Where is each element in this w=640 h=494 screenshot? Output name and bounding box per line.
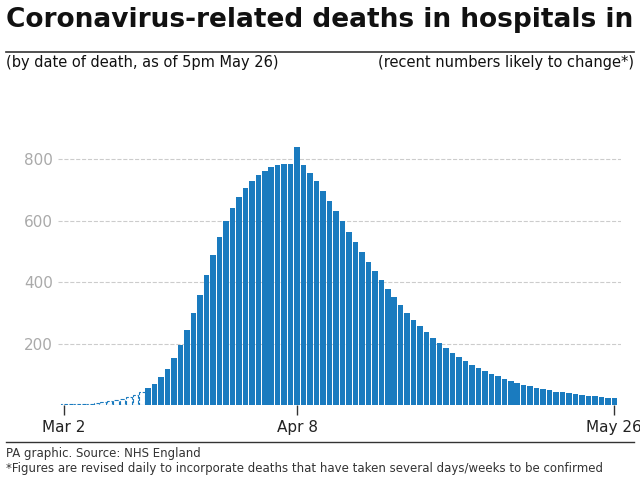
Bar <box>417 326 423 405</box>
Bar <box>430 338 436 405</box>
Bar <box>301 165 307 405</box>
Bar <box>333 211 339 405</box>
Bar <box>560 392 565 405</box>
Bar <box>353 242 358 405</box>
Bar <box>527 386 533 405</box>
Bar <box>172 358 177 405</box>
Bar <box>126 397 132 405</box>
Bar <box>392 297 397 405</box>
Bar <box>411 320 417 405</box>
Bar <box>223 221 228 405</box>
Bar <box>365 262 371 405</box>
Bar <box>100 402 106 405</box>
Bar <box>282 165 287 405</box>
Bar <box>404 313 410 405</box>
Bar <box>495 376 500 405</box>
Bar <box>152 383 157 405</box>
Bar <box>482 371 488 405</box>
Bar <box>385 289 390 405</box>
Bar <box>320 191 326 405</box>
Bar <box>521 385 527 405</box>
Text: (by date of death, as of 5pm May 26): (by date of death, as of 5pm May 26) <box>6 55 279 70</box>
Bar <box>165 369 170 405</box>
Bar <box>249 181 255 405</box>
Bar <box>275 165 280 405</box>
Bar <box>566 393 572 405</box>
Bar <box>515 383 520 405</box>
Bar <box>268 167 274 405</box>
Bar <box>372 271 378 405</box>
Bar <box>178 345 183 405</box>
Bar <box>456 357 461 405</box>
Bar <box>74 404 80 405</box>
Bar <box>340 221 345 405</box>
Bar <box>598 397 604 405</box>
Bar <box>488 374 494 405</box>
Bar <box>107 402 112 405</box>
Bar <box>378 280 384 405</box>
Bar <box>469 365 475 405</box>
Bar <box>294 147 300 405</box>
Bar <box>243 188 248 405</box>
Bar <box>191 314 196 405</box>
Bar <box>586 396 591 405</box>
Text: *Figures are revised daily to incorporate deaths that have taken several days/we: *Figures are revised daily to incorporat… <box>6 462 604 475</box>
Bar <box>424 332 429 405</box>
Bar <box>502 379 507 405</box>
Bar <box>450 353 455 405</box>
Bar <box>255 175 261 405</box>
Bar <box>573 394 578 405</box>
Bar <box>210 255 216 405</box>
Bar <box>197 295 203 405</box>
Text: Coronavirus-related deaths in hospitals in England: Coronavirus-related deaths in hospitals … <box>6 7 640 34</box>
Bar <box>612 398 617 405</box>
Bar <box>184 330 190 405</box>
Bar <box>463 361 468 405</box>
Bar <box>314 181 319 405</box>
Bar <box>61 404 67 405</box>
Bar <box>436 343 442 405</box>
Bar <box>554 392 559 405</box>
Bar <box>145 388 151 405</box>
Bar <box>592 397 598 405</box>
Bar <box>547 390 552 405</box>
Bar <box>204 275 209 405</box>
Bar <box>398 305 403 405</box>
Bar <box>288 164 293 405</box>
Bar <box>217 237 222 405</box>
Bar <box>113 400 118 405</box>
Bar <box>605 398 611 405</box>
Bar <box>579 395 585 405</box>
Bar <box>534 388 540 405</box>
Bar <box>359 252 365 405</box>
Bar <box>139 392 145 405</box>
Text: PA graphic. Source: NHS England: PA graphic. Source: NHS England <box>6 447 201 460</box>
Bar <box>230 208 235 405</box>
Bar <box>508 381 513 405</box>
Bar <box>132 395 138 405</box>
Bar <box>262 171 268 405</box>
Bar <box>93 403 99 405</box>
Bar <box>540 389 546 405</box>
Text: (recent numbers likely to change*): (recent numbers likely to change*) <box>378 55 634 70</box>
Bar <box>236 197 242 405</box>
Bar <box>444 348 449 405</box>
Bar <box>327 201 332 405</box>
Bar <box>120 399 125 405</box>
Bar <box>307 173 313 405</box>
Bar <box>87 404 93 405</box>
Bar <box>81 404 86 405</box>
Bar <box>159 377 164 405</box>
Bar <box>476 368 481 405</box>
Bar <box>346 232 351 405</box>
